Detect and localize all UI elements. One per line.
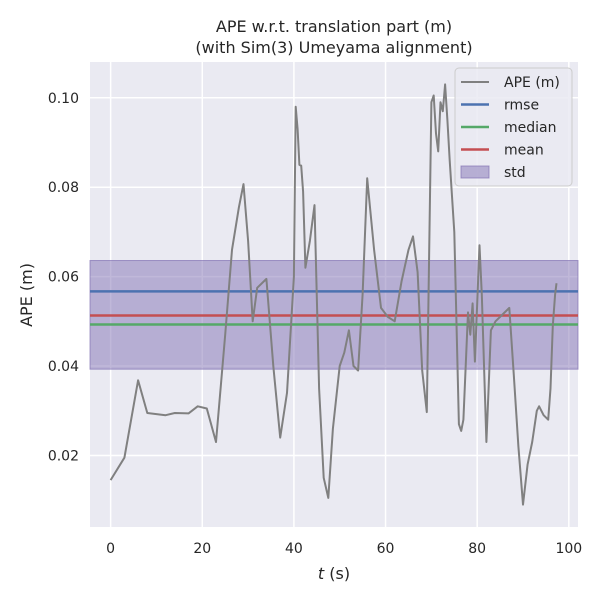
x-axis-label-unit: (s) [324,564,350,583]
ape-series-line [109,83,558,506]
legend-label: median [504,120,556,136]
legend-frame [454,67,573,187]
y-tick-labels: 0.02 0.04 0.06 0.08 0.10 [48,91,79,465]
chart-subtitle: (with Sim(3) Umeyama alignment) [195,38,472,57]
x-tick-label: 100 [555,541,582,557]
y-tick-label: 0.10 [48,91,79,107]
x-tick-label: 80 [468,541,486,557]
legend-label: rmse [504,98,539,114]
x-tick-labels: 0 20 40 60 80 100 [106,541,582,557]
y-tick-label: 0.02 [48,448,79,464]
series-layer [109,83,558,506]
chart-title: APE w.r.t. translation part (m) [216,17,452,36]
legend: APE (m) rmse median mean std [454,67,573,187]
legend-label: mean [504,143,544,159]
y-tick-label: 0.04 [48,359,79,375]
y-axis-label: APE (m) [17,263,36,327]
x-tick-label: 20 [193,541,211,557]
statistic-lines [90,290,578,326]
legend-label: APE (m) [504,75,560,91]
x-tick-label: 0 [106,541,115,557]
x-tick-label: 60 [377,541,395,557]
legend-label: std [504,165,526,181]
y-tick-label: 0.06 [48,270,79,286]
x-axis-label: t (s) [318,564,350,583]
legend-swatch-std [460,165,490,179]
y-tick-label: 0.08 [48,180,79,196]
x-axis-label-symbol: t [318,564,325,583]
x-tick-label: 40 [285,541,303,557]
